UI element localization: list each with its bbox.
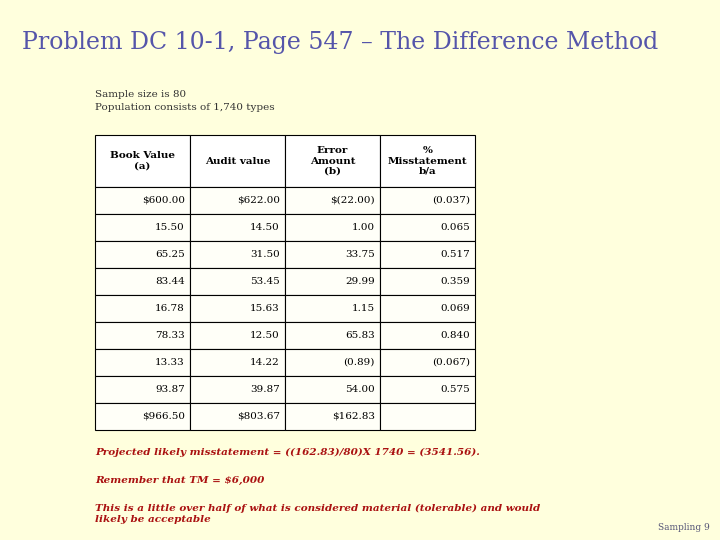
Bar (95, 322, 190, 349)
Bar (380, 376, 475, 403)
Text: 13.33: 13.33 (156, 358, 185, 367)
Bar (285, 214, 380, 241)
Text: 83.44: 83.44 (156, 277, 185, 286)
Bar (95, 268, 190, 295)
Text: 0.065: 0.065 (440, 223, 470, 232)
Text: %
Misstatement
b/a: % Misstatement b/a (387, 146, 467, 176)
Text: Audit value: Audit value (204, 157, 270, 165)
Bar (285, 322, 380, 349)
Bar (380, 295, 475, 322)
Text: 65.83: 65.83 (346, 331, 375, 340)
Text: Problem DC 10-1, Page 547 – The Difference Method: Problem DC 10-1, Page 547 – The Differen… (22, 30, 658, 53)
Text: (0.037): (0.037) (432, 196, 470, 205)
Bar (285, 403, 380, 430)
Bar (380, 403, 475, 430)
Text: 0.575: 0.575 (440, 385, 470, 394)
Bar (285, 187, 380, 214)
Text: 39.87: 39.87 (251, 385, 280, 394)
Bar (285, 295, 380, 322)
Bar (380, 268, 475, 295)
Text: 1.00: 1.00 (352, 223, 375, 232)
Text: Remember that TM = $6,000: Remember that TM = $6,000 (95, 476, 264, 485)
Text: $803.67: $803.67 (237, 412, 280, 421)
Text: Sample size is 80: Sample size is 80 (95, 90, 186, 99)
Text: 0.517: 0.517 (440, 250, 470, 259)
Text: 0.359: 0.359 (440, 277, 470, 286)
Text: Sampling 9: Sampling 9 (658, 523, 710, 532)
Bar (190, 241, 285, 268)
Text: 54.00: 54.00 (346, 385, 375, 394)
Text: $966.50: $966.50 (142, 412, 185, 421)
Bar (95, 135, 190, 187)
Bar (190, 295, 285, 322)
Text: 14.50: 14.50 (251, 223, 280, 232)
Bar (95, 214, 190, 241)
Bar (190, 268, 285, 295)
Text: $(22.00): $(22.00) (330, 196, 375, 205)
Text: Book Value
(a): Book Value (a) (110, 151, 175, 171)
Bar (95, 349, 190, 376)
Bar (380, 135, 475, 187)
Text: 15.63: 15.63 (251, 304, 280, 313)
Bar (95, 376, 190, 403)
Text: 93.87: 93.87 (156, 385, 185, 394)
Text: 15.50: 15.50 (156, 223, 185, 232)
Text: 0.069: 0.069 (440, 304, 470, 313)
Bar (190, 376, 285, 403)
Text: (0.89): (0.89) (343, 358, 375, 367)
Bar (380, 322, 475, 349)
Text: 0.840: 0.840 (440, 331, 470, 340)
Bar (380, 187, 475, 214)
Bar (95, 403, 190, 430)
Text: 31.50: 31.50 (251, 250, 280, 259)
Bar (190, 214, 285, 241)
Text: Population consists of 1,740 types: Population consists of 1,740 types (95, 103, 274, 112)
Bar (95, 241, 190, 268)
Text: $162.83: $162.83 (332, 412, 375, 421)
Bar (190, 187, 285, 214)
Text: 1.15: 1.15 (352, 304, 375, 313)
Text: 14.22: 14.22 (251, 358, 280, 367)
Text: Error
Amount
(b): Error Amount (b) (310, 146, 355, 176)
Bar (95, 295, 190, 322)
Bar (380, 349, 475, 376)
Text: 65.25: 65.25 (156, 250, 185, 259)
Bar (285, 135, 380, 187)
Text: This is a little over half of what is considered material (tolerable) and would
: This is a little over half of what is co… (95, 504, 540, 523)
Bar (380, 214, 475, 241)
Text: (0.067): (0.067) (432, 358, 470, 367)
Bar (190, 135, 285, 187)
Bar (190, 403, 285, 430)
Text: $622.00: $622.00 (237, 196, 280, 205)
Text: 33.75: 33.75 (346, 250, 375, 259)
Bar (190, 322, 285, 349)
Text: 16.78: 16.78 (156, 304, 185, 313)
Text: 53.45: 53.45 (251, 277, 280, 286)
Bar (190, 349, 285, 376)
Bar (285, 376, 380, 403)
Bar (285, 349, 380, 376)
Bar (95, 187, 190, 214)
Bar (285, 268, 380, 295)
Text: 12.50: 12.50 (251, 331, 280, 340)
Bar (285, 241, 380, 268)
Text: 78.33: 78.33 (156, 331, 185, 340)
Text: $600.00: $600.00 (142, 196, 185, 205)
Bar (380, 241, 475, 268)
Text: 29.99: 29.99 (346, 277, 375, 286)
Text: Projected likely misstatement = ((162.83)/80)X 1740 = (3541.56).: Projected likely misstatement = ((162.83… (95, 448, 480, 457)
